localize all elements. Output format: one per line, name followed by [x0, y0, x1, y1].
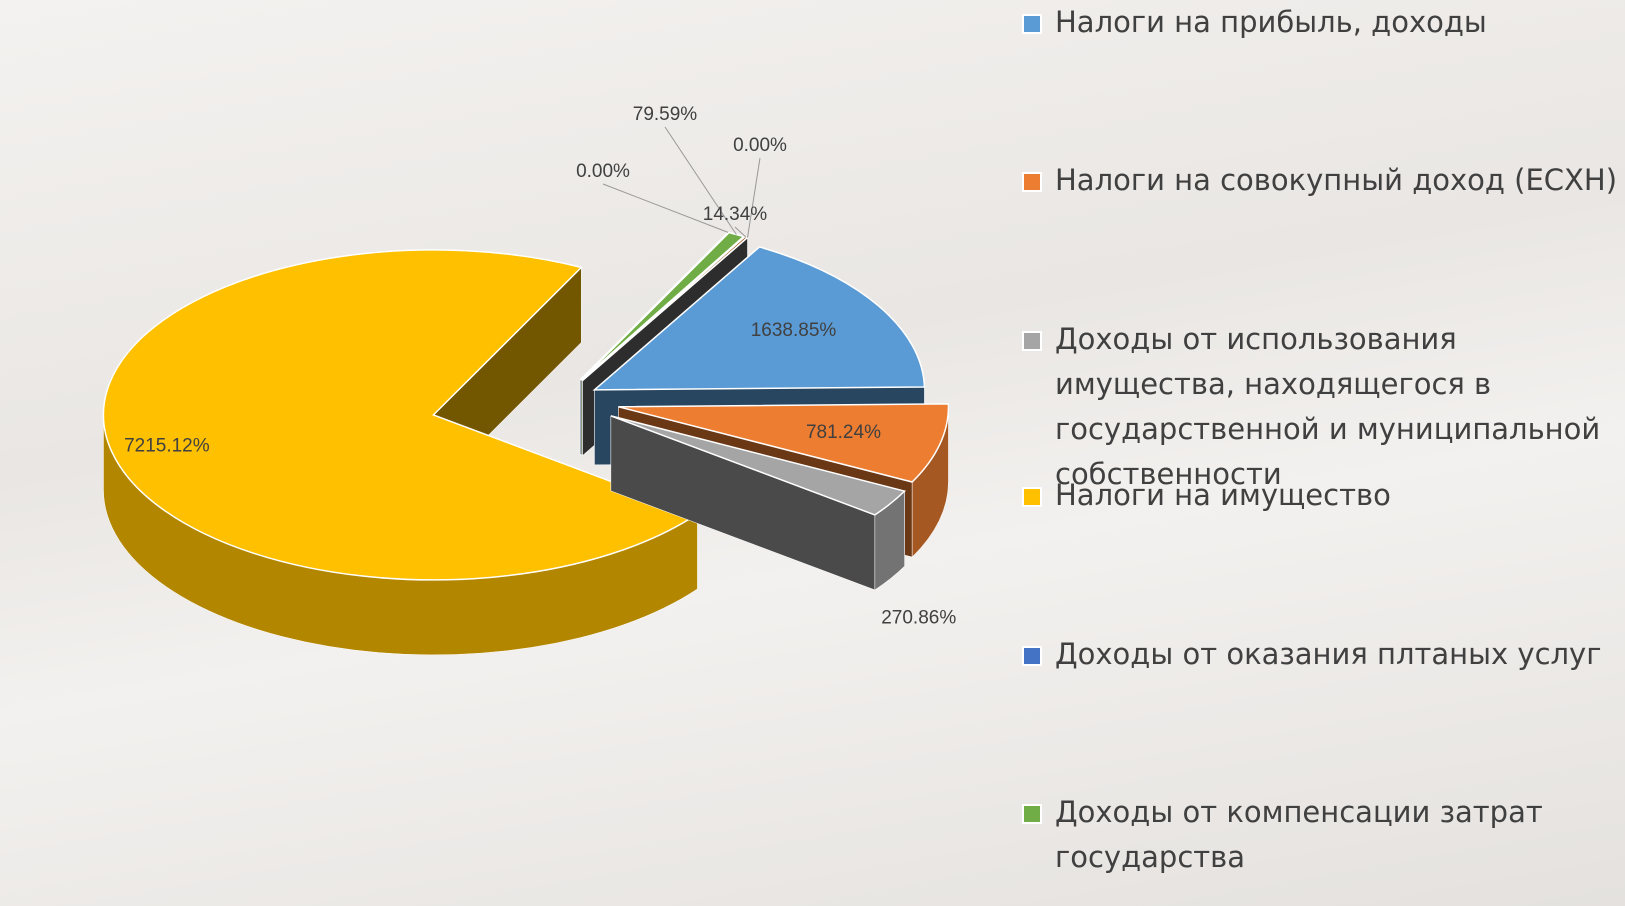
legend-swatch	[1022, 331, 1042, 351]
legend-label: Налоги на совокупный доход (ЕСХН)	[1055, 163, 1618, 197]
data-label: 0.00%	[576, 161, 630, 182]
legend-item: Доходы от компенсации затрат государства	[1020, 790, 1620, 880]
legend-swatch	[1022, 172, 1042, 192]
legend-swatch	[1022, 487, 1042, 507]
slice-top	[610, 415, 907, 516]
legend-item: Доходы от использования имущества, наход…	[1020, 317, 1620, 497]
slice-top	[580, 231, 746, 381]
legend-item: Налоги на совокупный доход (ЕСХН)	[1020, 158, 1620, 203]
legend-swatch	[1022, 14, 1042, 34]
slice-top	[592, 246, 926, 391]
slice	[102, 249, 700, 656]
leader-line	[602, 183, 729, 233]
legend-label: Доходы от оказания плтаных услуг	[1055, 637, 1602, 671]
data-label: 7215.12%	[124, 435, 210, 456]
leader-line	[734, 226, 747, 238]
leader-line	[747, 157, 761, 238]
legend-item: Доходы от оказания плтаных услуг	[1020, 632, 1620, 677]
data-label: 0.00%	[733, 135, 787, 156]
data-label: 79.59%	[633, 104, 698, 125]
legend-swatch	[1022, 646, 1042, 666]
legend-item: Налоги на имущество	[1020, 473, 1620, 518]
data-label: 1638.85%	[751, 320, 837, 341]
slice-top	[102, 249, 700, 581]
slice	[610, 415, 907, 591]
leader-line	[664, 126, 737, 235]
legend-label: Налоги на прибыль, доходы	[1055, 5, 1487, 39]
legend-item: Налоги на прибыль, доходы	[1020, 0, 1620, 45]
legend-label: Налоги на имущество	[1055, 478, 1391, 512]
legend-label: Доходы от компенсации затрат государства	[1055, 795, 1543, 874]
legend-label: Доходы от использования имущества, наход…	[1055, 322, 1601, 491]
data-label: 14.34%	[703, 204, 768, 225]
slice-top	[618, 403, 950, 483]
data-label: 270.86%	[881, 607, 956, 628]
legend-swatch	[1022, 804, 1042, 824]
data-label: 781.24%	[806, 422, 881, 443]
